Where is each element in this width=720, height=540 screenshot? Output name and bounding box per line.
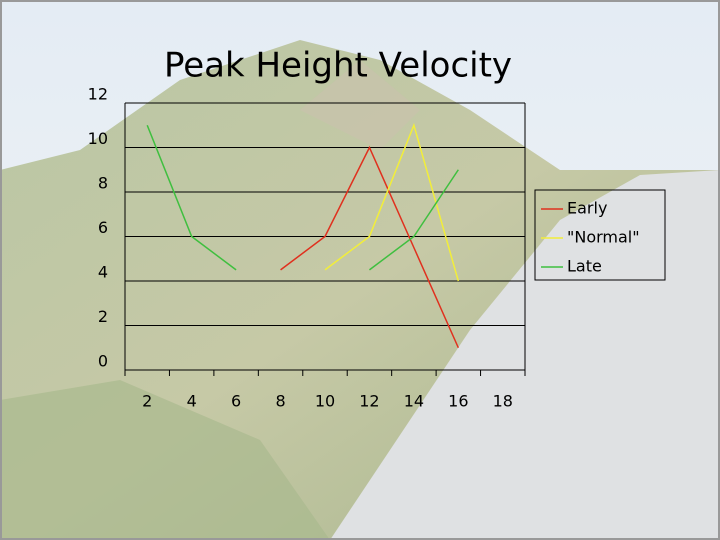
x-tick-label: 4 (187, 392, 197, 411)
x-tick-label: 10 (315, 392, 335, 411)
x-tick-label: 16 (448, 392, 468, 411)
x-tick-label: 2 (142, 392, 152, 411)
x-tick-label: 6 (231, 392, 241, 411)
series-line (146, 124, 459, 271)
chart-title: Peak Height Velocity (164, 46, 512, 86)
y-tick-label: 8 (98, 174, 108, 193)
x-tick-label: 12 (359, 392, 379, 411)
x-tick-label: 14 (404, 392, 424, 411)
x-tick-label: 18 (493, 392, 513, 411)
legend-label: Late (567, 257, 602, 276)
legend (534, 189, 666, 281)
y-tick-label: 6 (98, 218, 108, 237)
y-tick-label: 2 (98, 307, 108, 326)
y-tick-label: 4 (98, 263, 108, 282)
y-tick-label: 12 (88, 85, 108, 104)
legend-label: Early (567, 199, 607, 218)
legend-label: "Normal" (567, 228, 640, 247)
series-line (280, 145, 460, 349)
y-tick-label: 0 (98, 352, 108, 371)
x-tick-label: 8 (275, 392, 285, 411)
y-tick-label: 10 (88, 129, 108, 148)
